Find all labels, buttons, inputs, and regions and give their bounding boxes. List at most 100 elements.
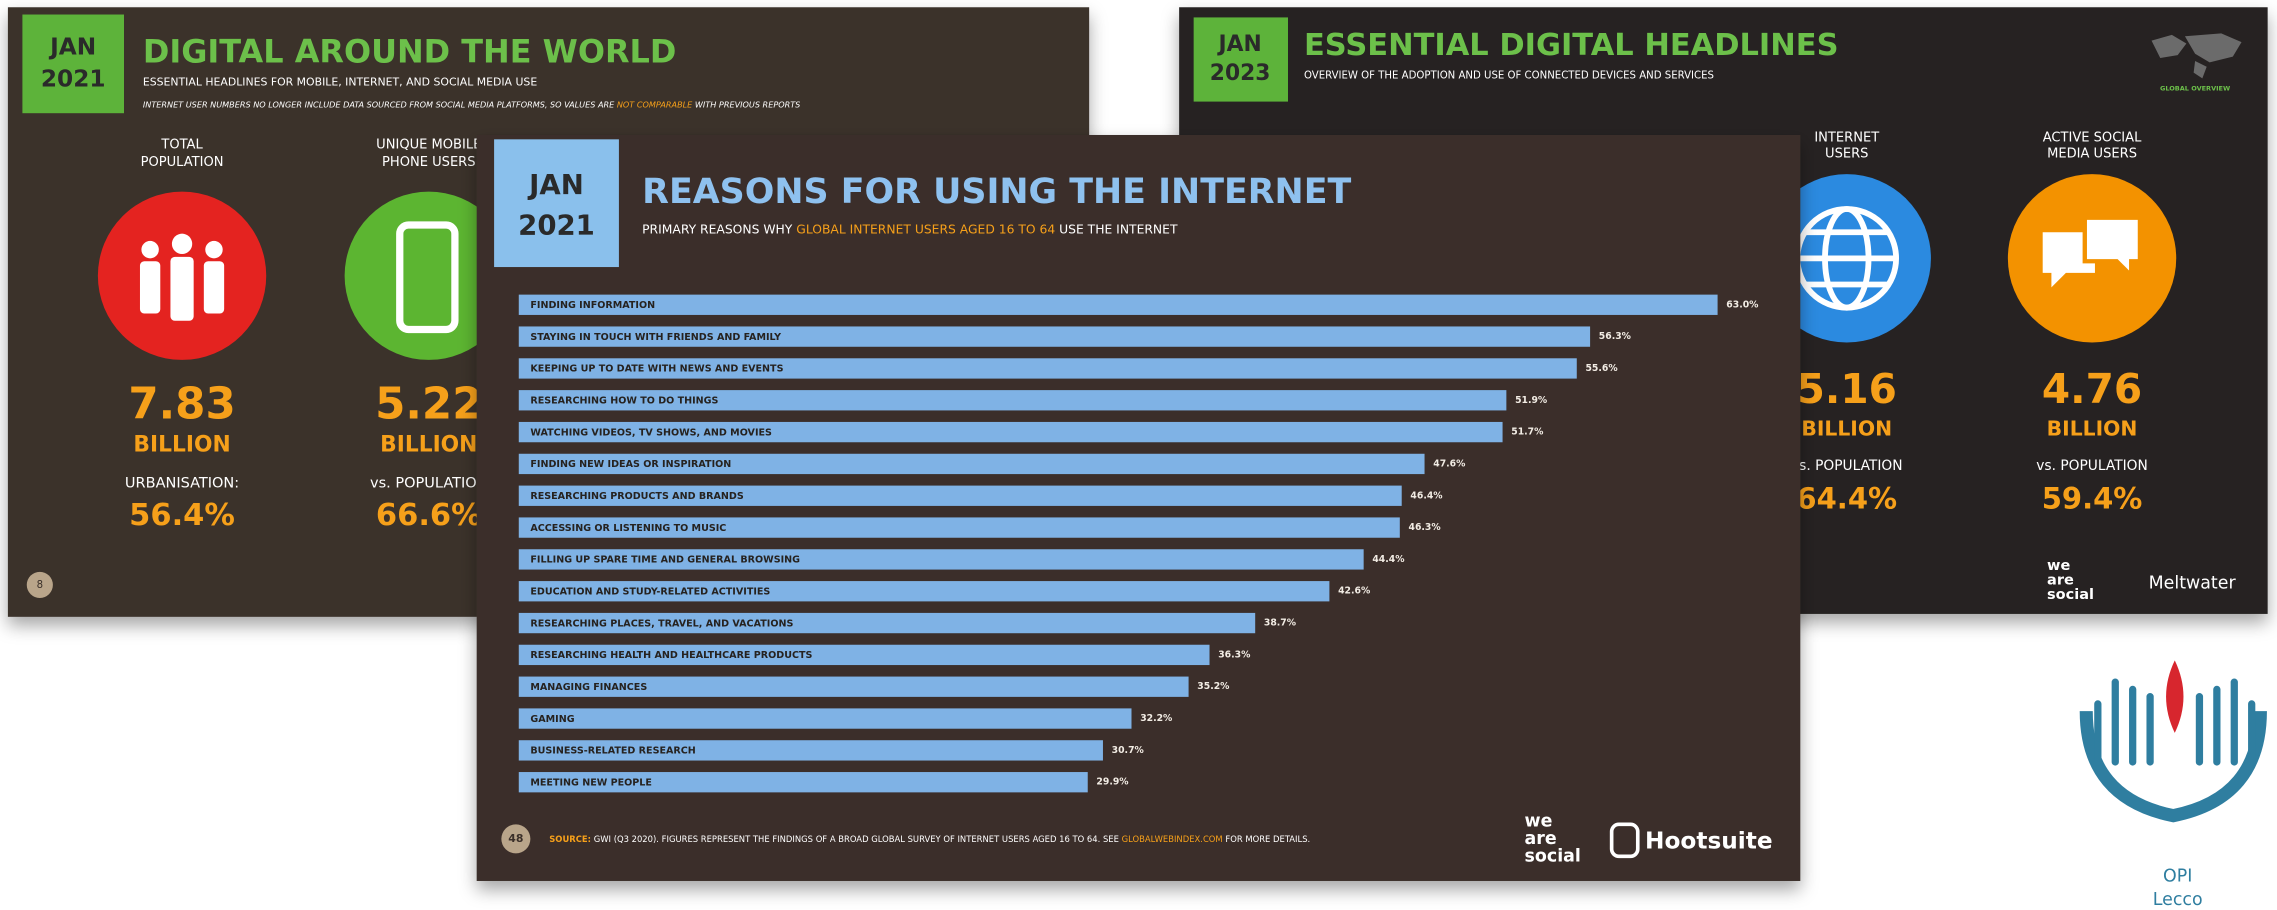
subtitle-highlight: GLOBAL INTERNET USERS AGED 16 TO 64 (796, 222, 1055, 236)
category-label: RESEARCHING PLACES, TRAVEL, AND VACATION… (530, 618, 793, 629)
stat-unit: BILLION (1801, 417, 1892, 441)
logo-text: OPI (2163, 867, 2192, 887)
source-text: GWI (Q3 2020). FIGURES REPRESENT THE FIN… (594, 833, 1119, 843)
note-part: WITH PREVIOUS REPORTS (695, 99, 800, 109)
badge-year: 2023 (1210, 61, 1271, 86)
bar (518, 772, 1088, 793)
value-label: 55.6% (1585, 363, 1617, 374)
category-label: FINDING INFORMATION (530, 300, 655, 311)
category-label: WATCHING VIDEOS, TV SHOWS, AND MOVIES (530, 427, 772, 438)
badge-month: JAN (48, 33, 96, 60)
value-label: 35.2% (1197, 681, 1229, 692)
category-label: MANAGING FINANCES (530, 682, 647, 693)
bar (518, 612, 1256, 634)
value-label: 30.7% (1112, 745, 1144, 756)
note-highlight: NOT COMPARABLE (617, 99, 693, 109)
bar (518, 326, 1591, 347)
bar (518, 581, 1330, 602)
stat-value: 5.16 (1797, 365, 1897, 413)
value-label: 46.4% (1410, 490, 1442, 501)
bar (518, 708, 1132, 729)
bar (518, 294, 1718, 315)
stat-unit: BILLION (2047, 417, 2138, 441)
page-number: 48 (508, 832, 523, 845)
badge (1193, 17, 1288, 102)
category-label: RESEARCHING HEALTH AND HEALTHCARE PRODUC… (530, 650, 812, 661)
value-label: 42.6% (1338, 586, 1370, 597)
value-label: 47.6% (1433, 458, 1465, 469)
bar (518, 453, 1425, 475)
slide-title: DIGITAL AROUND THE WORLD (143, 33, 677, 71)
column-header: POPULATION (141, 155, 224, 170)
logo-text: we (2047, 558, 2070, 574)
bar (518, 676, 1189, 697)
badge-month: JAN (1217, 32, 1262, 57)
stat-sub-value: 66.6% (376, 498, 482, 533)
column-header: INTERNET (1814, 130, 1879, 145)
category-label: MEETING NEW PEOPLE (530, 777, 652, 788)
value-label: 51.7% (1511, 427, 1543, 438)
value-label: 46.3% (1409, 522, 1441, 533)
stat-sub-label: vs. POPULATION (2036, 458, 2148, 474)
badge (22, 14, 125, 114)
column-header: ACTIVE SOCIAL (2043, 130, 2142, 145)
bar-chart: FINDING INFORMATION 63.0% STAYING IN TOUCH… (518, 294, 1758, 793)
bar (518, 740, 1103, 761)
column-header: UNIQUE MOBILE (376, 138, 481, 153)
slide-bg (476, 134, 1801, 881)
value-label: 63.0% (1726, 299, 1758, 310)
logo-text: are (2047, 573, 2074, 589)
source-link: GLOBALWEBINDEX.COM (1122, 833, 1223, 843)
category-label: RESEARCHING HOW TO DO THINGS (530, 395, 718, 406)
center-slide: JAN 2021 REASONS FOR USING THE INTERNET … (476, 134, 1801, 881)
stat-unit: BILLION (380, 433, 477, 458)
column-header: TOTAL (160, 138, 203, 153)
stat-sub-label: vs. POPULATION (370, 475, 487, 491)
badge (494, 139, 619, 268)
stat-sub-label: vs. POPULATION (1791, 458, 1903, 474)
source-text: FOR MORE DETAILS. (1225, 833, 1310, 843)
slide-tag: GLOBAL OVERVIEW (2160, 85, 2230, 93)
slide-subtitle: OVERVIEW OF THE ADOPTION AND USE OF CONN… (1304, 70, 1714, 81)
phone-icon (396, 221, 459, 334)
category-label: EDUCATION AND STUDY-RELATED ACTIVITIES (530, 586, 770, 597)
slide-subtitle: ESSENTIAL HEADLINES FOR MOBILE, INTERNET… (143, 76, 537, 89)
slide-note: INTERNET USER NUMBERS NO LONGER INCLUDE … (143, 99, 800, 109)
badge-month: JAN (527, 168, 584, 201)
value-label: 56.3% (1599, 331, 1631, 342)
logo-text: we (1525, 811, 1553, 831)
logo-text: Lecco (2153, 890, 2203, 910)
logo-text: social (1525, 846, 1581, 866)
slide-title: ESSENTIAL DIGITAL HEADLINES (1304, 28, 1839, 63)
bar (518, 358, 1577, 379)
source-note: SOURCE: GWI (Q3 2020). FIGURES REPRESENT… (549, 833, 1310, 843)
logo-text: social (2047, 587, 2094, 603)
page-number-bg (26, 571, 53, 598)
chart-subtitle: PRIMARY REASONS WHY GLOBAL INTERNET USER… (642, 222, 1178, 236)
value-label: 29.9% (1096, 777, 1128, 788)
subtitle-part: USE THE INTERNET (1059, 222, 1178, 236)
chat-icon (2042, 215, 2143, 288)
value-label: 38.7% (1264, 618, 1296, 629)
stat-sub-label: URBANISATION: (125, 475, 239, 491)
note-part: INTERNET USER NUMBERS NO LONGER INCLUDE … (143, 99, 615, 109)
category-label: KEEPING UP TO DATE WITH NEWS AND EVENTS (530, 364, 783, 375)
value-label: 44.4% (1372, 554, 1404, 565)
bar (518, 517, 1400, 538)
category-label: FINDING NEW IDEAS OR INSPIRATION (530, 459, 731, 470)
logo-hands (2094, 678, 2256, 766)
people-icon (139, 233, 225, 321)
value-label: 32.2% (1140, 713, 1172, 724)
category-label: FILLING UP SPARE TIME AND GENERAL BROWSI… (530, 555, 800, 566)
category-label: BUSINESS-RELATED RESEARCH (530, 746, 695, 757)
chart-title: REASONS FOR USING THE INTERNET (642, 172, 1351, 212)
bar (518, 485, 1402, 506)
badge-year: 2021 (518, 208, 595, 241)
page-number: 8 (37, 580, 43, 591)
stat-unit: BILLION (133, 433, 230, 458)
logo-text: are (1525, 829, 1557, 849)
category-label: ACCESSING OR LISTENING TO MUSIC (530, 523, 726, 534)
category-label: GAMING (530, 714, 574, 725)
stat-sub-value: 56.4% (129, 498, 235, 533)
